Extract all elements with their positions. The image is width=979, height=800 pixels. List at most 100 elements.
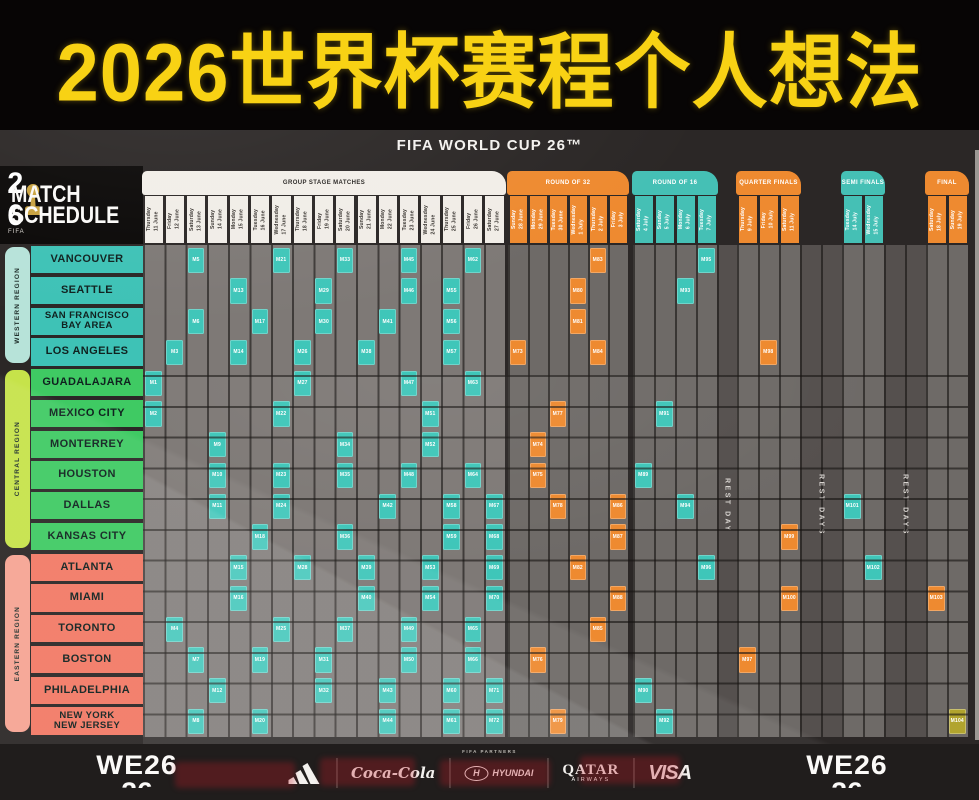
group-match-cell: M46 (400, 278, 418, 304)
city-label: SEATTLE (31, 276, 143, 305)
group-match-cell: M41 (379, 309, 397, 335)
group-match-cell: M10 (208, 462, 226, 489)
match-number: M3 (171, 349, 179, 356)
group-match-cell: M49 (400, 616, 418, 642)
trophy-icon (25, 184, 41, 215)
group-match-cell: M21 (272, 247, 290, 273)
group-match-cell: M48 (400, 462, 418, 489)
group-match-cell: M64 (464, 462, 482, 489)
group-match-cell: M18 (251, 524, 269, 550)
group-match-cell: M94 (677, 493, 694, 519)
match-number: M102 (866, 564, 880, 571)
section-header-label: QUARTER FINALS (739, 180, 798, 186)
group-match-cell: M71 (485, 678, 503, 704)
match-number: M93 (680, 287, 691, 294)
group-match-cell: M5 (187, 247, 205, 273)
knockout-match-cell: M99 (781, 524, 798, 550)
group-match-cell: M11 (208, 493, 226, 519)
date-header-cell: Saturday 4 July (634, 196, 653, 243)
date-label: Thursday 18 June (295, 207, 309, 232)
we26-logo-right: WE26 26 (772, 752, 922, 789)
match-number: M9 (213, 441, 221, 448)
date-label: Monday 6 July (678, 209, 692, 230)
match-number: M16 (233, 595, 244, 602)
group-match-cell: M8 (187, 708, 205, 735)
date-label: Tuesday 16 June (252, 208, 267, 231)
group-match-cell: M15 (230, 555, 247, 581)
adidas-logo-icon (287, 763, 319, 784)
knockout-match-cell: M75 (530, 462, 546, 489)
section-header-label: FINAL (937, 180, 957, 186)
match-number: M22 (276, 410, 287, 417)
group-match-cell: M69 (485, 555, 503, 581)
city-label: MONTERREY (31, 430, 143, 458)
group-match-cell: M33 (336, 247, 354, 273)
match-number: M17 (254, 318, 266, 325)
group-match-cell: M91 (656, 401, 673, 427)
we26-line2: 26 (768, 779, 926, 788)
right-edge-strip (975, 150, 979, 740)
footer: FIFA PARTNERS WE26 26 Coca-Cola H HYUNDA… (0, 744, 979, 800)
date-label: Friday 19 June (316, 209, 331, 230)
group-match-cell: M38 (358, 339, 375, 366)
group-match-cell: M43 (379, 678, 397, 704)
group-match-cell: M32 (315, 678, 333, 704)
date-header-cell: Friday 3 July (609, 196, 627, 243)
date-header-cell: Wednesday 15 July (864, 196, 883, 243)
match-number: M57 (446, 349, 457, 356)
date-header-cell: Wednesday 17 June (272, 196, 291, 243)
group-match-cell: M9 (208, 432, 226, 458)
match-number: M43 (382, 687, 393, 694)
match-number: M11 (212, 503, 223, 510)
date-label: Sunday 19 July (950, 209, 964, 230)
match-number: M83 (592, 257, 603, 264)
column-background-sf (842, 245, 884, 737)
match-number: M31 (318, 656, 329, 663)
group-match-cell: M42 (379, 493, 397, 519)
column-background-r16 (633, 245, 717, 737)
group-match-cell: M54 (421, 585, 439, 612)
section-header-qf: QUARTER FINALS (736, 171, 801, 195)
date-label: Wednesday 1 July (570, 204, 585, 235)
sponsor-row: Coca-Cola H HYUNDAI QATAR AIRWAYS VISA (287, 758, 692, 788)
knockout-match-cell: M88 (610, 585, 626, 612)
knockout-match-cell: M100 (781, 585, 798, 612)
knockout-match-cell: M103 (928, 585, 945, 612)
group-match-cell: M24 (272, 493, 290, 519)
group-match-cell: M37 (336, 616, 354, 642)
we26-line1: WE26 (96, 750, 178, 780)
match-number: M7 (192, 656, 200, 663)
match-number: M15 (233, 564, 244, 571)
city-label: BOSTON (31, 645, 143, 674)
qatar-wordmark: QATAR (562, 761, 620, 778)
match-number: M47 (403, 380, 415, 387)
match-number: M5 (192, 257, 200, 264)
knockout-match-cell: M78 (550, 493, 566, 519)
group-match-cell: M45 (400, 247, 418, 273)
match-number: M40 (361, 595, 372, 602)
section-header-label: ROUND OF 16 (652, 180, 698, 186)
group-match-cell: M96 (698, 555, 715, 581)
airways-wordmark: AIRWAYS (571, 776, 611, 783)
match-number: M20 (254, 718, 266, 725)
group-match-cell: M90 (635, 678, 652, 704)
date-header-cell: Tuesday 7 July (697, 196, 716, 243)
match-number: M100 (782, 595, 796, 602)
match-number: M70 (489, 595, 500, 602)
city-label: SAN FRANCISCO BAY AREA (31, 307, 143, 335)
date-label: Wednesday 24 June (423, 204, 437, 235)
knockout-match-cell: M76 (530, 647, 546, 673)
date-header-cell: Tuesday 14 July (843, 196, 862, 243)
date-label: Friday 3 July (610, 211, 625, 228)
match-number: M88 (612, 595, 623, 602)
knockout-match-cell: M77 (550, 401, 566, 427)
match-number: M68 (489, 533, 500, 540)
date-label: Monday 22 June (380, 209, 394, 230)
match-number: M48 (403, 472, 415, 479)
group-match-cell: M92 (656, 708, 673, 735)
group-match-cell: M26 (294, 339, 311, 366)
date-header-cell: Thursday 18 June (293, 196, 312, 243)
group-match-cell: M58 (443, 493, 460, 519)
final-match-cell: M104 (949, 708, 966, 735)
match-number: M74 (532, 441, 543, 448)
